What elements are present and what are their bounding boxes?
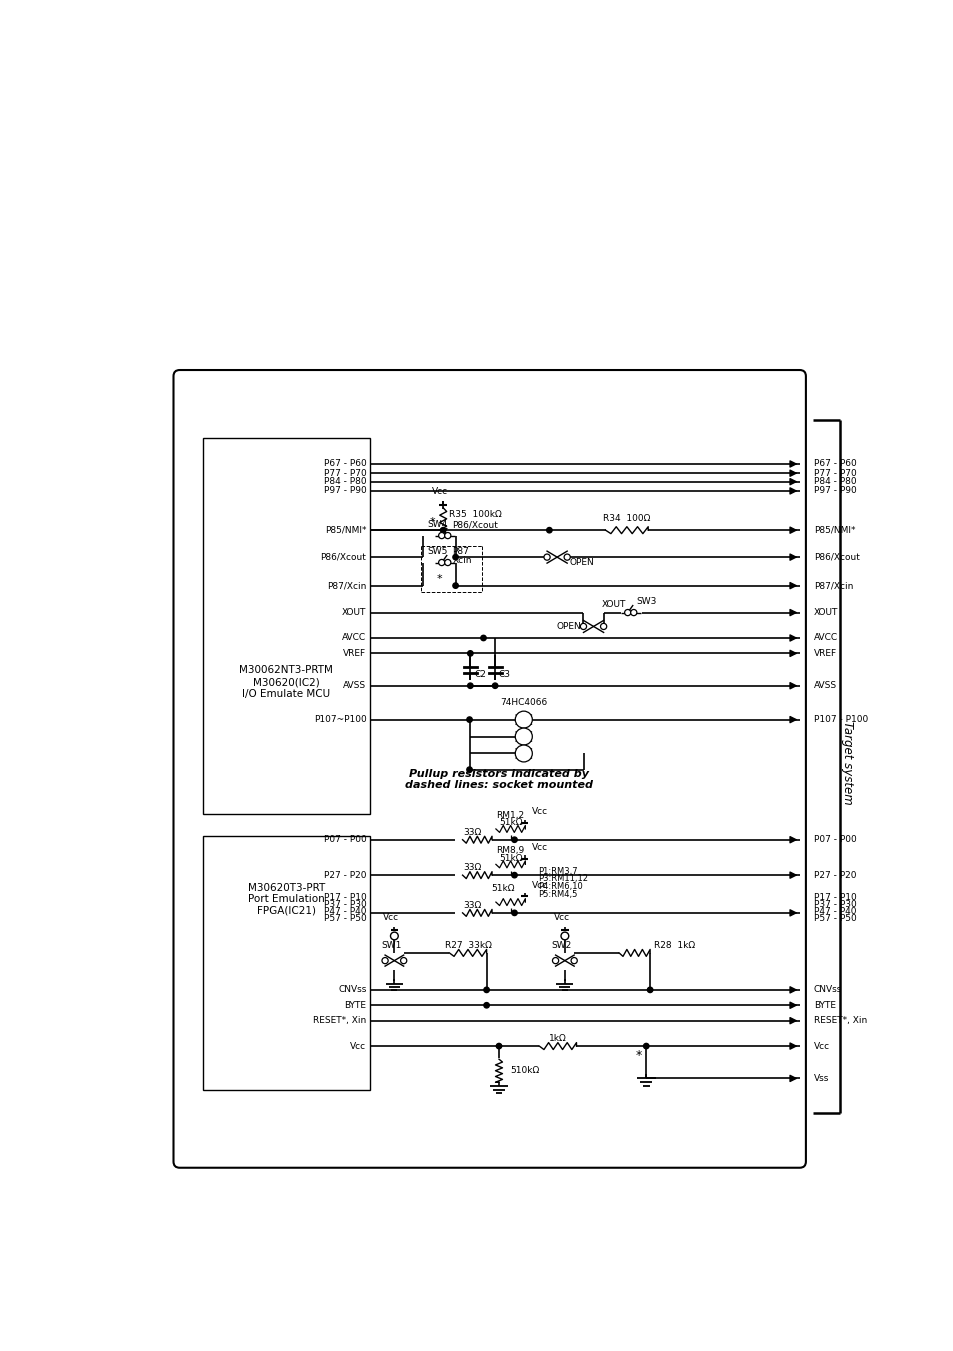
Circle shape [466, 767, 472, 773]
Text: VREF: VREF [343, 648, 366, 658]
FancyBboxPatch shape [173, 370, 805, 1167]
Text: P1:RM3,7: P1:RM3,7 [537, 867, 577, 875]
Text: P86/Xcout: P86/Xcout [813, 553, 859, 562]
Text: RM1,2: RM1,2 [497, 811, 524, 820]
Text: P87/Xcin: P87/Xcin [327, 581, 366, 590]
Circle shape [543, 554, 550, 561]
Circle shape [492, 684, 497, 689]
Circle shape [579, 623, 586, 630]
Text: P86/Xcout: P86/Xcout [452, 520, 497, 530]
Circle shape [390, 932, 397, 940]
Circle shape [515, 728, 532, 744]
Text: Target system: Target system [841, 721, 853, 805]
Text: 33Ω: 33Ω [463, 863, 481, 871]
Text: *: * [429, 517, 435, 527]
Text: P97 - P90: P97 - P90 [813, 486, 856, 496]
Text: P85/NMI*: P85/NMI* [325, 526, 366, 535]
Circle shape [467, 684, 473, 689]
Text: P87: P87 [452, 547, 469, 557]
Text: Pullup resistors indicated by
dashed lines: socket mounted: Pullup resistors indicated by dashed lin… [405, 769, 593, 790]
Text: P5:RM4,5: P5:RM4,5 [537, 890, 577, 898]
Text: 51kΩ: 51kΩ [498, 819, 522, 827]
Text: AVCC: AVCC [342, 634, 366, 643]
Text: 51kΩ: 51kΩ [491, 884, 515, 893]
Text: R27  33kΩ: R27 33kΩ [444, 940, 491, 950]
Circle shape [496, 1043, 501, 1048]
Text: 51kΩ: 51kΩ [498, 854, 522, 863]
Text: *: * [635, 1048, 641, 1062]
Text: P77 - P70: P77 - P70 [813, 469, 856, 478]
Text: BYTE: BYTE [344, 1001, 366, 1009]
Circle shape [483, 988, 489, 993]
Text: Vcc: Vcc [813, 1042, 829, 1051]
Text: P97 - P90: P97 - P90 [323, 486, 366, 496]
Text: M30620T3-PRT
Port Emulation
FPGA(IC21): M30620T3-PRT Port Emulation FPGA(IC21) [248, 882, 325, 916]
Circle shape [400, 958, 406, 963]
Circle shape [515, 711, 532, 728]
Text: M30062NT3-PRTM
M30620(IC2)
I/O Emulate MCU: M30062NT3-PRTM M30620(IC2) I/O Emulate M… [239, 666, 333, 698]
Text: Vcc: Vcc [350, 1042, 366, 1051]
Text: P87/Xcin: P87/Xcin [813, 581, 852, 590]
Circle shape [599, 623, 606, 630]
Text: P27 - P20: P27 - P20 [324, 870, 366, 880]
Text: RM8,9: RM8,9 [496, 846, 524, 855]
Circle shape [483, 1002, 489, 1008]
Circle shape [511, 873, 517, 878]
Circle shape [480, 635, 486, 640]
Text: P85/NMI*: P85/NMI* [813, 526, 854, 535]
Circle shape [453, 554, 457, 559]
Text: Vcc: Vcc [553, 913, 569, 921]
Circle shape [571, 958, 577, 963]
Text: R34  100Ω: R34 100Ω [602, 515, 650, 523]
Text: 510kΩ: 510kΩ [510, 1066, 539, 1075]
Text: P86/Xcout: P86/Xcout [320, 553, 366, 562]
Text: Vcc: Vcc [432, 488, 448, 496]
Circle shape [552, 958, 558, 963]
Text: SW1: SW1 [380, 940, 401, 950]
Text: RESET*, Xin: RESET*, Xin [313, 1016, 366, 1025]
Text: P47 - P40: P47 - P40 [324, 907, 366, 916]
Text: C3: C3 [498, 670, 511, 678]
Text: SW3: SW3 [636, 597, 656, 607]
Text: P47 - P40: P47 - P40 [813, 907, 855, 916]
Text: Vcc: Vcc [383, 913, 399, 921]
Circle shape [381, 958, 388, 963]
Text: SW4: SW4 [427, 520, 447, 530]
Text: P07 - P00: P07 - P00 [813, 835, 856, 844]
Text: P37 - P30: P37 - P30 [323, 900, 366, 909]
Text: Vcc: Vcc [532, 808, 548, 816]
Circle shape [453, 582, 457, 588]
Text: P57 - P50: P57 - P50 [323, 913, 366, 923]
Text: SW2: SW2 [551, 940, 571, 950]
Text: P57 - P50: P57 - P50 [813, 913, 856, 923]
Text: P77 - P70: P77 - P70 [323, 469, 366, 478]
Text: P17 - P10: P17 - P10 [813, 893, 856, 902]
Circle shape [546, 527, 552, 532]
Text: 33Ω: 33Ω [463, 901, 481, 909]
Text: P67 - P60: P67 - P60 [323, 459, 366, 469]
Text: P27 - P20: P27 - P20 [813, 870, 855, 880]
Text: AVCC: AVCC [813, 634, 837, 643]
Circle shape [438, 532, 444, 539]
Circle shape [467, 651, 473, 657]
Text: Vcc: Vcc [532, 843, 548, 852]
Text: *: * [436, 574, 442, 585]
Circle shape [466, 717, 472, 723]
Circle shape [630, 609, 637, 616]
Circle shape [444, 532, 451, 539]
Text: OPEN: OPEN [556, 621, 580, 631]
Circle shape [647, 988, 652, 993]
Text: 74HC4066: 74HC4066 [499, 698, 547, 707]
Circle shape [515, 744, 532, 762]
Text: P3:RM11,12: P3:RM11,12 [537, 874, 587, 884]
Text: AVSS: AVSS [343, 681, 366, 690]
FancyBboxPatch shape [203, 836, 369, 1090]
Text: P67 - P60: P67 - P60 [813, 459, 856, 469]
Circle shape [643, 1043, 648, 1048]
Text: CNVss: CNVss [337, 985, 366, 994]
Text: R28  1kΩ: R28 1kΩ [654, 940, 695, 950]
Text: P4:RM6,10: P4:RM6,10 [537, 882, 582, 892]
Text: 33Ω: 33Ω [463, 828, 481, 836]
Text: XOUT: XOUT [342, 608, 366, 617]
Text: P17 - P10: P17 - P10 [323, 893, 366, 902]
